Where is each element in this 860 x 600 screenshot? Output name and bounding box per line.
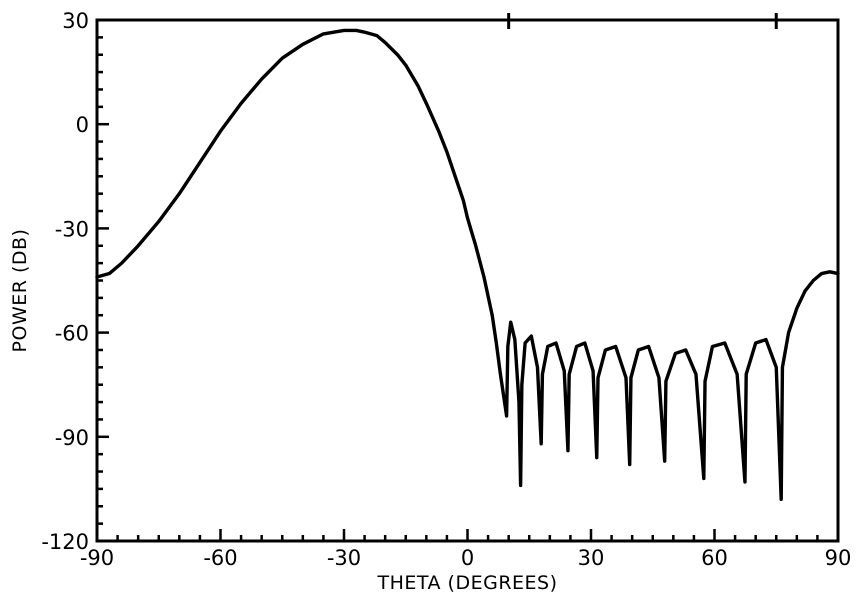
y-tick-label: -90 bbox=[55, 426, 89, 450]
y-tick-label: -60 bbox=[55, 322, 89, 346]
y-tick-label: -30 bbox=[55, 217, 89, 241]
x-tick-label: -90 bbox=[80, 546, 114, 570]
x-tick-label: -60 bbox=[203, 546, 237, 570]
y-tick-label: 30 bbox=[62, 9, 89, 33]
y-tick-label: 0 bbox=[76, 113, 89, 137]
plot-frame bbox=[95, 18, 840, 543]
x-tick-label: 90 bbox=[825, 546, 852, 570]
x-tick-label: 30 bbox=[578, 546, 605, 570]
tick-marks bbox=[95, 13, 840, 543]
y-tick-label: -120 bbox=[41, 530, 89, 554]
x-tick-label: 0 bbox=[461, 546, 474, 570]
x-tick-label: 60 bbox=[701, 546, 728, 570]
x-axis-title: THETA (DEGREES) bbox=[376, 572, 557, 594]
series-line bbox=[95, 28, 840, 502]
x-tick-label: -30 bbox=[327, 546, 361, 570]
y-axis-title: POWER (DB) bbox=[9, 229, 31, 353]
